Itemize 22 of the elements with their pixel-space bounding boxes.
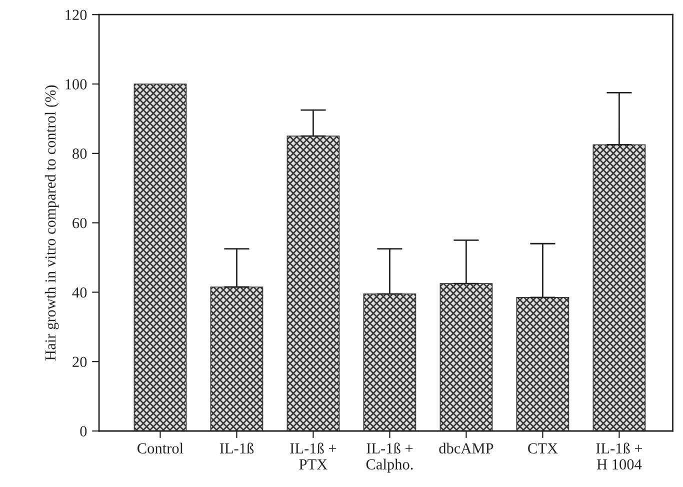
- y-axis-title: Hair growth in vitro compared to control (%): [44, 85, 59, 360]
- x-tick-label: dbcAMP: [439, 442, 494, 454]
- y-tick-label: 120: [66, 10, 87, 20]
- bar: [286, 136, 340, 431]
- x-tick-label: IL-1ß + H 1004: [596, 442, 642, 470]
- y-tick-label: 80: [72, 148, 87, 159]
- x-tick-label: IL-1ß + Calpho.: [366, 442, 413, 473]
- bar: [592, 144, 646, 431]
- bar: [134, 84, 187, 431]
- y-tick-label: 100: [66, 79, 87, 90]
- y-tick-label: 20: [72, 356, 87, 368]
- x-tick-label: IL-1ß + PTX: [290, 442, 336, 470]
- bar: [440, 283, 493, 431]
- x-tick-label: Control: [138, 442, 184, 454]
- y-tick-label: 0: [80, 426, 87, 436]
- y-tick-label: 60: [72, 218, 87, 228]
- x-tick-label: IL-1ß: [220, 442, 254, 454]
- bar: [363, 294, 416, 431]
- bar: [210, 286, 264, 431]
- y-tick-label: 40: [72, 287, 87, 298]
- x-tick-label: CTX: [528, 443, 558, 454]
- bar: [516, 296, 570, 431]
